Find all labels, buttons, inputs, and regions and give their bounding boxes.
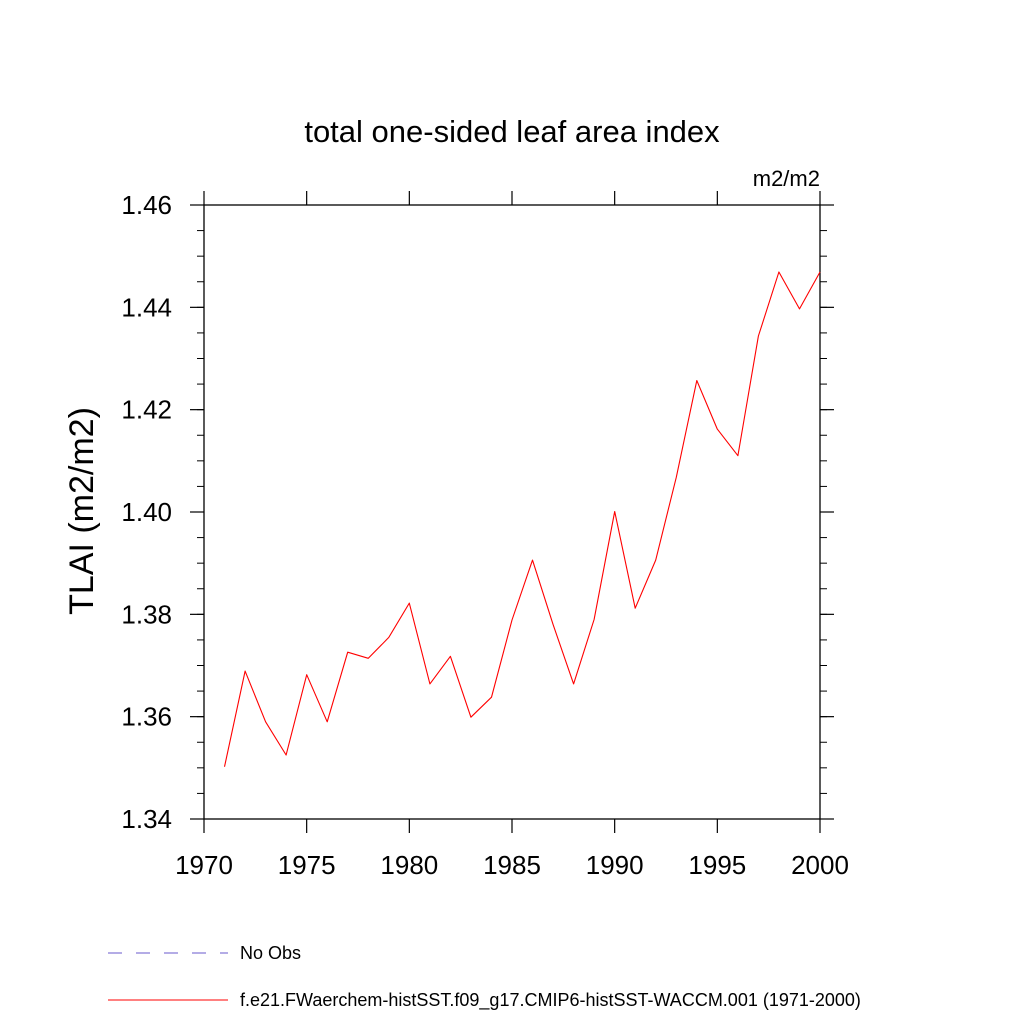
y-tick-label: 1.46	[121, 190, 172, 220]
x-tick-label: 1980	[380, 850, 438, 880]
x-tick-label: 2000	[791, 850, 849, 880]
axis-ticks	[190, 191, 834, 833]
x-tick-label: 1975	[278, 850, 336, 880]
y-tick-label: 1.42	[121, 395, 172, 425]
y-tick-label: 1.40	[121, 497, 172, 527]
y-axis-label: TLAI (m2/m2)	[63, 407, 101, 615]
x-tick-label: 1970	[175, 850, 233, 880]
y-tick-label: 1.44	[121, 292, 172, 322]
x-tick-label: 1990	[586, 850, 644, 880]
legend-label-no-obs: No Obs	[240, 943, 301, 963]
plot-frame	[203, 204, 821, 820]
chart-title: total one-sided leaf area index	[304, 114, 720, 149]
units-label: m2/m2	[753, 166, 820, 191]
x-tick-label: 1985	[483, 850, 541, 880]
series-line-0	[223, 271, 821, 767]
y-tick-label: 1.38	[121, 599, 172, 629]
x-tick-label: 1995	[688, 850, 746, 880]
series-layer	[223, 271, 821, 767]
legend-label-model: f.e21.FWaerchem-histSST.f09_g17.CMIP6-hi…	[240, 990, 861, 1011]
y-tick-label: 1.36	[121, 702, 172, 732]
y-tick-label: 1.34	[121, 804, 172, 834]
axis-tick-labels: 1970 1975 1980 1985 1990 1995 2000 1.34 1.36 1.38…	[121, 190, 849, 880]
legend: No Obs f.e21.FWaerchem-histSST.f09_g17.C…	[108, 943, 861, 1011]
